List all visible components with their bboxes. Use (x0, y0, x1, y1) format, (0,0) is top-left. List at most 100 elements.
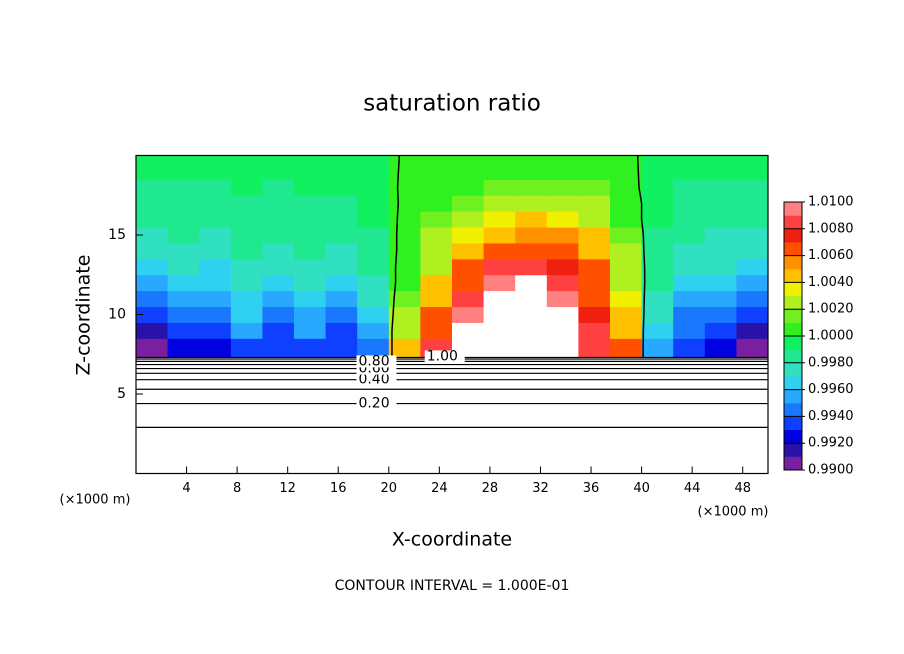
x-tick-label: 32 (532, 481, 549, 496)
field-cell (641, 227, 674, 244)
x-tick-label: 8 (233, 481, 241, 496)
colorbar-band (784, 269, 802, 283)
field-cell (452, 290, 485, 308)
field-cell (673, 211, 706, 228)
x-axis-label: X-coordinate (392, 529, 512, 551)
field-cell (736, 242, 769, 260)
field-cell (736, 322, 769, 339)
field-cell (704, 155, 737, 180)
field-cell (546, 338, 579, 358)
field-cell (262, 274, 295, 292)
colorbar-tick-label: 0.9900 (808, 463, 854, 478)
colorbar-band (784, 322, 802, 337)
field-cell (199, 338, 232, 358)
contour-line (391, 155, 401, 358)
field-cell (262, 322, 295, 339)
field-cell (578, 258, 611, 276)
field-cell (388, 322, 421, 339)
field-cell (578, 322, 611, 339)
field-cell (483, 322, 516, 339)
field-cell (515, 155, 548, 180)
field-cell (420, 242, 453, 260)
field-cell (294, 242, 327, 260)
colorbar-tick-label: 0.9920 (808, 436, 854, 451)
colorbar-band (784, 295, 802, 310)
field-cell (641, 290, 674, 308)
colorbar-band (784, 336, 802, 350)
field-cell (704, 306, 737, 323)
colorbar-band (784, 202, 802, 216)
field-cell (325, 290, 358, 308)
field-cell (262, 338, 295, 358)
x-tick-label: 40 (633, 481, 650, 496)
field-cell (736, 155, 769, 180)
field-cell (230, 227, 263, 244)
field-cell (673, 195, 706, 212)
field-cell (610, 195, 643, 212)
field-cell (610, 242, 643, 260)
contour-label: 1.00 (427, 348, 458, 364)
field-cell (136, 179, 169, 196)
x-tick-label: 20 (381, 481, 398, 496)
colorbar-band (784, 255, 802, 270)
field-cell (325, 211, 358, 228)
field-cell (294, 258, 327, 276)
field-cell (546, 322, 579, 339)
field-cell (136, 242, 169, 260)
field-cell (388, 274, 421, 292)
field-cell (578, 195, 611, 212)
field-cell (325, 322, 358, 339)
field-cell (515, 290, 548, 308)
field-cell (673, 242, 706, 260)
x-tick-label: 24 (431, 481, 448, 496)
field-cell (546, 195, 579, 212)
colorbar-band (784, 403, 802, 417)
field-cell (452, 195, 485, 212)
field-cell (199, 322, 232, 339)
footer: CONTOUR INTERVAL = 1.000E-01 (335, 578, 570, 594)
field-cell (357, 242, 390, 260)
field-cell (167, 258, 200, 276)
colorbar-band (784, 456, 802, 471)
field-cell (420, 290, 453, 308)
field-cell (230, 290, 263, 308)
field-cell (483, 227, 516, 244)
field-cell (262, 195, 295, 212)
field-cell (294, 274, 327, 292)
field-cell (483, 211, 516, 228)
field-cell (199, 274, 232, 292)
field-cell (230, 306, 263, 323)
x-tick-label: 4 (182, 481, 190, 496)
field-cell (325, 274, 358, 292)
field-cell (294, 195, 327, 212)
field-cell (262, 290, 295, 308)
field-cell (736, 258, 769, 276)
field-cell (515, 258, 548, 276)
field-cell (578, 338, 611, 358)
field-cell (515, 322, 548, 339)
field-cell (230, 155, 263, 180)
colorbar-tick-label: 0.9980 (808, 355, 854, 370)
field-cell (294, 338, 327, 358)
field-cell (357, 179, 390, 196)
contour-label-bg (424, 350, 465, 363)
field-cell (578, 179, 611, 196)
field-cell (357, 211, 390, 228)
field-cell (578, 211, 611, 228)
field-cell (199, 290, 232, 308)
field-cell (641, 258, 674, 276)
field-cell (641, 242, 674, 260)
field-cell (199, 179, 232, 196)
field-cell (325, 155, 358, 180)
field-cell (515, 242, 548, 260)
field-cell (136, 290, 169, 308)
field-cell (452, 258, 485, 276)
field-cell (199, 195, 232, 212)
field-cell (230, 242, 263, 260)
field-cell (136, 195, 169, 212)
y-tick-label: 10 (108, 307, 126, 323)
field-cell (294, 290, 327, 308)
field-cell (673, 258, 706, 276)
field-cell (483, 155, 516, 180)
field-cell (325, 242, 358, 260)
